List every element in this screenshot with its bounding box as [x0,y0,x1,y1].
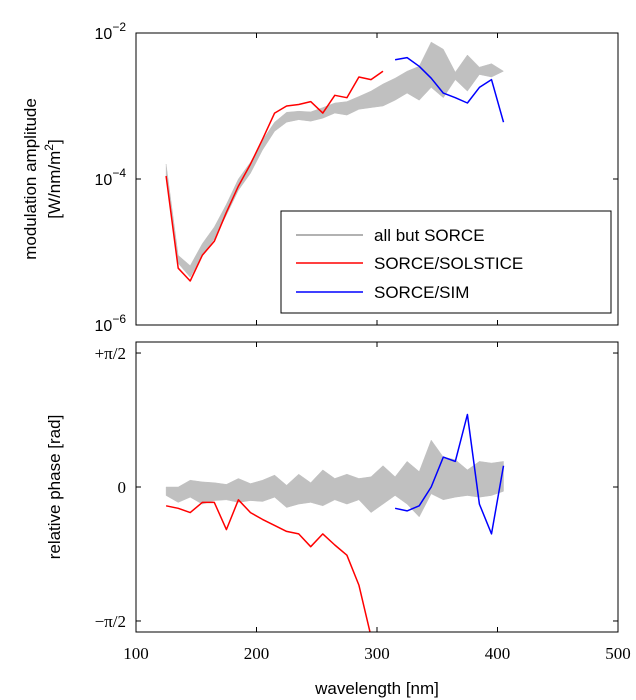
y-tick-label: −π/2 [95,612,126,631]
bottom-plot-area [165,413,505,632]
top-panel: 10−6 10−4 10−2 modulation amplitude [W/nm/… [21,20,619,335]
x-tick-label: 100 [123,644,149,663]
top-ylabel-line1: modulation amplitude [21,98,40,260]
x-axis-title: wavelength [nm] [314,679,439,698]
line-sorce-solstice [165,499,371,632]
band-all-but-sorce [165,439,504,518]
bottom-panel: +π/2 0 −π/2 100 200 300 400 500 relative phase… [45,341,631,698]
bottom-ylabel: relative phase [rad] [45,415,64,560]
bottom-x-tick-labels: 100 200 300 400 500 [123,644,631,663]
x-tick-label: 500 [605,644,631,663]
legend-box [280,210,612,314]
y-tick-label: 10−6 [95,312,127,335]
x-tick-label: 400 [485,644,511,663]
top-ylabel-line2: [W/nm/m2] [42,139,64,218]
top-plot-area [165,41,505,282]
band-all-but-sorce [165,41,505,278]
bottom-ticks [135,342,619,632]
legend-label-sorce-sim: SORCE/SIM [374,283,469,302]
line-sorce-solstice [165,70,384,282]
top-ylabel-superscript: 2 [42,144,56,151]
legend: all but SORCE SORCE/SOLSTICE SORCE/SIM [280,210,612,314]
top-y-tick-labels: 10−6 10−4 10−2 [95,20,127,335]
top-ticks [135,32,619,326]
legend-label-sorce-solstice: SORCE/SOLSTICE [374,254,523,273]
legend-label-all-but-sorce: all but SORCE [374,226,485,245]
y-tick-label: 10−2 [95,20,127,43]
line-sorce-sim [394,56,505,123]
bottom-y-tick-labels: +π/2 0 −π/2 [95,344,126,631]
x-tick-label: 200 [244,644,270,663]
x-tick-label: 300 [364,644,390,663]
y-tick-label: 0 [118,478,127,497]
line-sorce-sim [394,413,505,535]
y-tick-label: 10−4 [95,166,127,189]
y-tick-label: +π/2 [95,344,126,363]
